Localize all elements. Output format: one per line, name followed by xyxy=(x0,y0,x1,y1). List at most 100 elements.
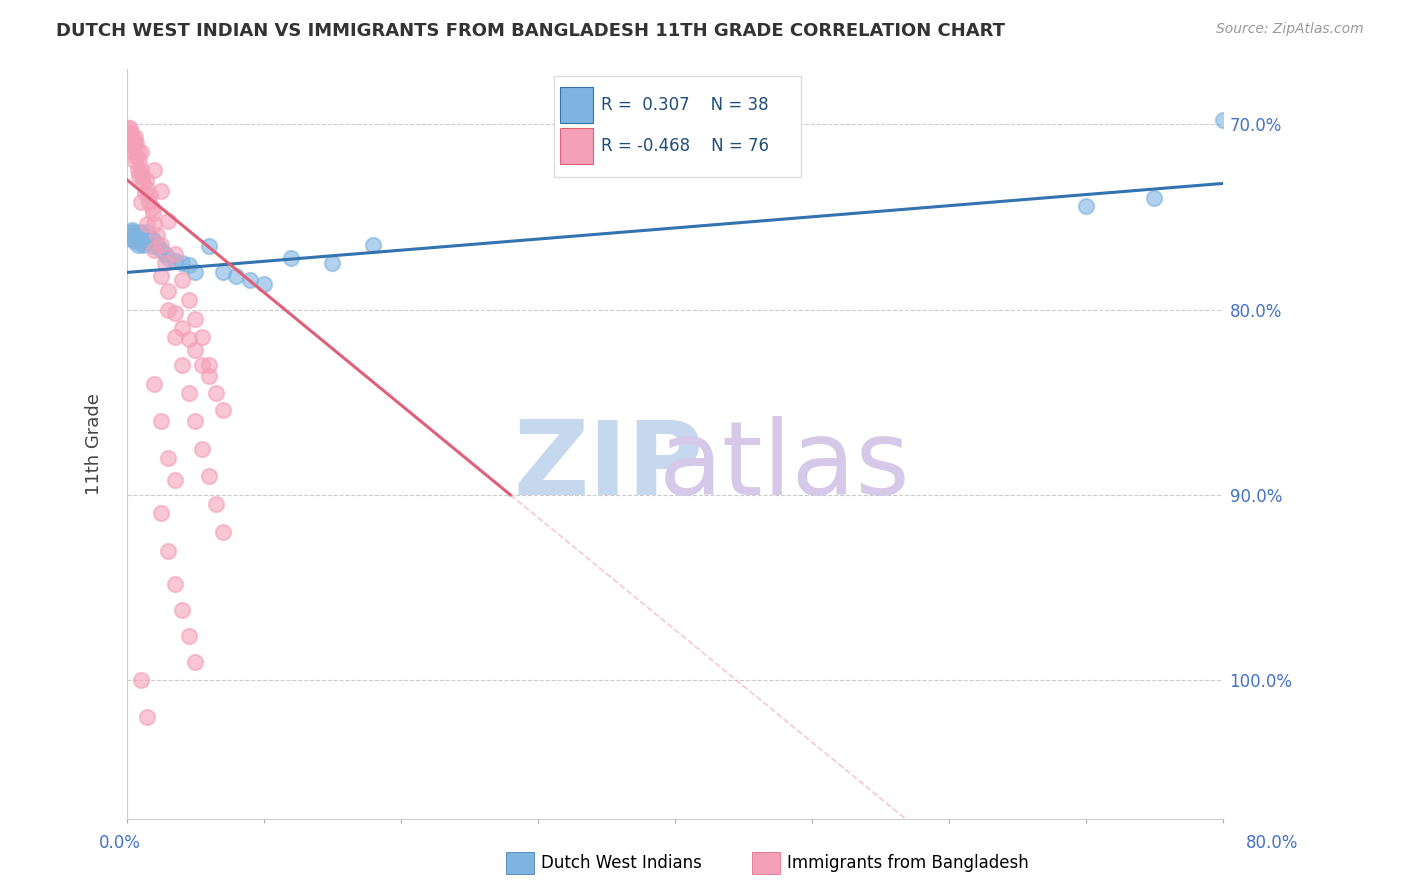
Point xyxy=(198,239,221,253)
Point xyxy=(125,136,148,150)
Point xyxy=(184,655,207,669)
Point xyxy=(129,194,152,209)
Point xyxy=(127,163,149,178)
Point xyxy=(121,223,143,237)
Point xyxy=(156,213,179,227)
Point xyxy=(142,239,165,253)
Point xyxy=(136,225,159,239)
Point xyxy=(136,710,159,724)
Point xyxy=(1074,199,1097,213)
Point xyxy=(163,306,186,320)
Point xyxy=(143,163,166,178)
FancyBboxPatch shape xyxy=(560,87,592,123)
Point xyxy=(131,169,153,183)
Point xyxy=(253,277,276,291)
Point xyxy=(184,265,207,279)
Point xyxy=(121,130,143,145)
Point xyxy=(138,235,160,250)
Text: R = -0.468    N = 76: R = -0.468 N = 76 xyxy=(602,136,769,155)
Point xyxy=(128,232,150,246)
Point xyxy=(127,145,149,159)
Point xyxy=(118,225,141,239)
Point xyxy=(143,376,166,391)
Point xyxy=(184,311,207,326)
Point xyxy=(141,232,163,246)
Point xyxy=(1212,113,1234,128)
Point xyxy=(129,163,152,178)
Point xyxy=(136,182,159,196)
Point xyxy=(177,258,200,272)
Point xyxy=(363,237,385,252)
Text: R =  0.307    N = 38: R = 0.307 N = 38 xyxy=(602,96,769,114)
Point xyxy=(146,228,169,243)
Point xyxy=(143,234,166,248)
Point xyxy=(120,136,142,150)
Point xyxy=(128,169,150,183)
Point xyxy=(141,201,163,215)
Point xyxy=(118,130,141,145)
Point xyxy=(155,247,177,261)
Text: DUTCH WEST INDIAN VS IMMIGRANTS FROM BANGLADESH 11TH GRADE CORRELATION CHART: DUTCH WEST INDIAN VS IMMIGRANTS FROM BAN… xyxy=(56,22,1005,40)
Point xyxy=(150,237,173,252)
Point xyxy=(163,254,186,268)
Point xyxy=(163,247,186,261)
Point xyxy=(191,330,214,344)
Point xyxy=(156,284,179,298)
Y-axis label: 11th Grade: 11th Grade xyxy=(86,393,103,495)
Point xyxy=(120,127,142,141)
Point xyxy=(150,414,173,428)
Point xyxy=(129,225,152,239)
Point xyxy=(134,186,156,200)
Point xyxy=(156,543,179,558)
Text: Source: ZipAtlas.com: Source: ZipAtlas.com xyxy=(1216,22,1364,37)
Text: 80.0%: 80.0% xyxy=(1246,834,1299,852)
Point xyxy=(117,228,139,243)
Text: 0.0%: 0.0% xyxy=(98,834,141,852)
Point xyxy=(143,217,166,231)
Point xyxy=(139,187,162,202)
Point xyxy=(150,184,173,198)
Point xyxy=(239,273,262,287)
Point xyxy=(117,120,139,135)
Point xyxy=(125,228,148,243)
Point xyxy=(150,243,173,257)
Point xyxy=(184,414,207,428)
Point xyxy=(128,154,150,169)
Point xyxy=(117,127,139,141)
Point xyxy=(205,386,228,401)
Point xyxy=(205,497,228,511)
Point xyxy=(122,136,145,150)
Point xyxy=(156,251,179,265)
Point xyxy=(198,469,221,483)
Point xyxy=(280,251,302,265)
Point xyxy=(163,473,186,487)
Point xyxy=(131,228,153,243)
Point xyxy=(129,235,152,250)
Point xyxy=(1143,191,1166,205)
Point xyxy=(184,343,207,358)
Text: atlas: atlas xyxy=(658,416,910,517)
Point xyxy=(134,232,156,246)
Point xyxy=(170,321,193,335)
Point xyxy=(132,237,155,252)
Point xyxy=(156,302,179,317)
Point xyxy=(198,358,221,372)
FancyBboxPatch shape xyxy=(554,76,801,178)
Point xyxy=(121,139,143,153)
Point xyxy=(155,256,177,270)
Point xyxy=(177,629,200,643)
Point xyxy=(211,524,233,539)
Point xyxy=(142,206,165,220)
Point xyxy=(211,265,233,279)
FancyBboxPatch shape xyxy=(560,128,592,164)
Point xyxy=(177,293,200,308)
Point xyxy=(132,177,155,191)
Point xyxy=(146,237,169,252)
Point xyxy=(118,120,141,135)
Text: Immigrants from Bangladesh: Immigrants from Bangladesh xyxy=(787,854,1029,872)
Point xyxy=(122,145,145,159)
Point xyxy=(124,130,146,145)
Point xyxy=(122,234,145,248)
Point xyxy=(156,450,179,465)
Point xyxy=(163,330,186,344)
